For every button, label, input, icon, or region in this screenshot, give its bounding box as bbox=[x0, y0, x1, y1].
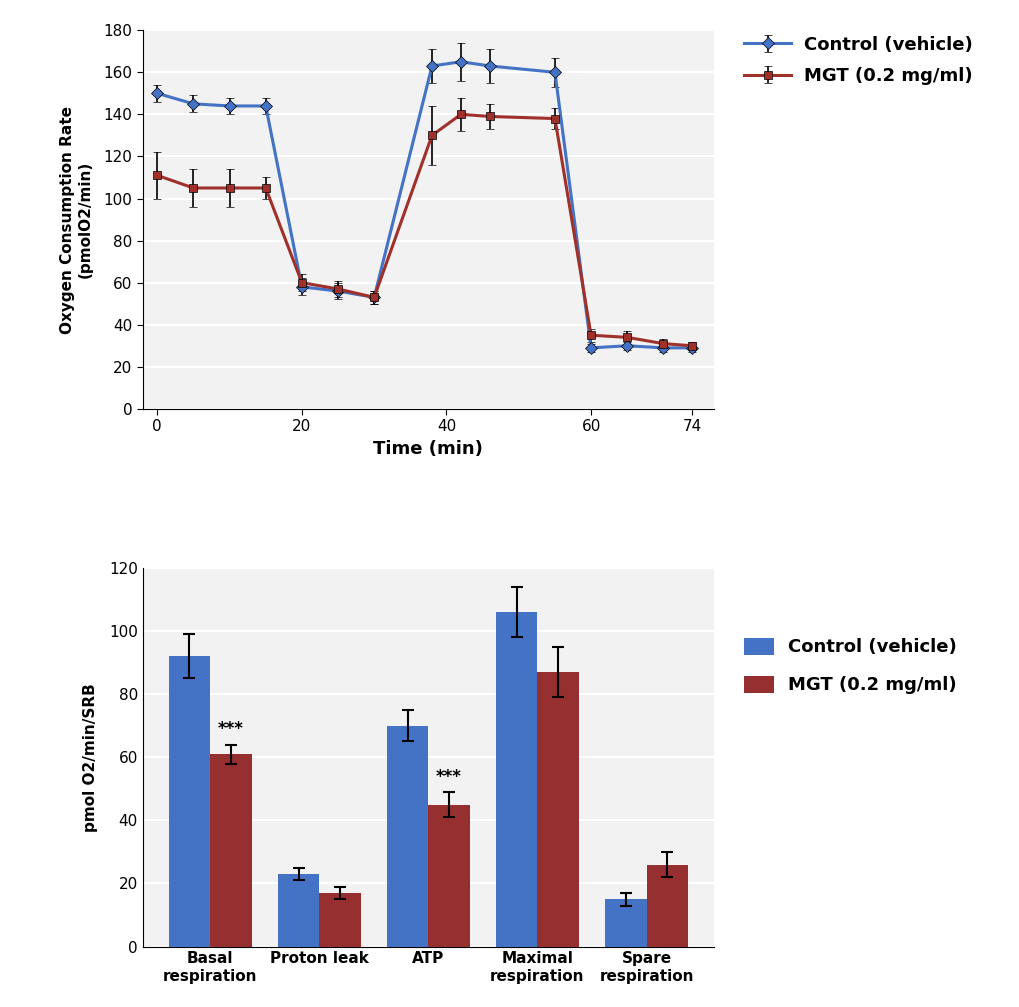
Bar bbox=[319, 893, 361, 947]
Y-axis label: pmol O2/min/SRB: pmol O2/min/SRB bbox=[83, 683, 98, 832]
Bar bbox=[646, 865, 688, 947]
Text: ***: *** bbox=[436, 767, 462, 785]
Y-axis label: Oxygen Consumption Rate
(pmolO2/min): Oxygen Consumption Rate (pmolO2/min) bbox=[60, 106, 92, 333]
Bar bbox=[495, 612, 537, 947]
Text: ***: *** bbox=[218, 720, 244, 738]
Bar bbox=[604, 899, 646, 947]
Legend: Control (vehicle), MGT (0.2 mg/ml): Control (vehicle), MGT (0.2 mg/ml) bbox=[739, 31, 977, 91]
Legend: Control (vehicle), MGT (0.2 mg/ml): Control (vehicle), MGT (0.2 mg/ml) bbox=[739, 633, 961, 700]
Bar bbox=[277, 874, 319, 947]
X-axis label: Time (min): Time (min) bbox=[373, 440, 483, 458]
Bar bbox=[386, 726, 428, 947]
Bar bbox=[428, 805, 470, 947]
Bar bbox=[537, 672, 579, 947]
Bar bbox=[168, 657, 210, 947]
Bar bbox=[210, 754, 252, 947]
